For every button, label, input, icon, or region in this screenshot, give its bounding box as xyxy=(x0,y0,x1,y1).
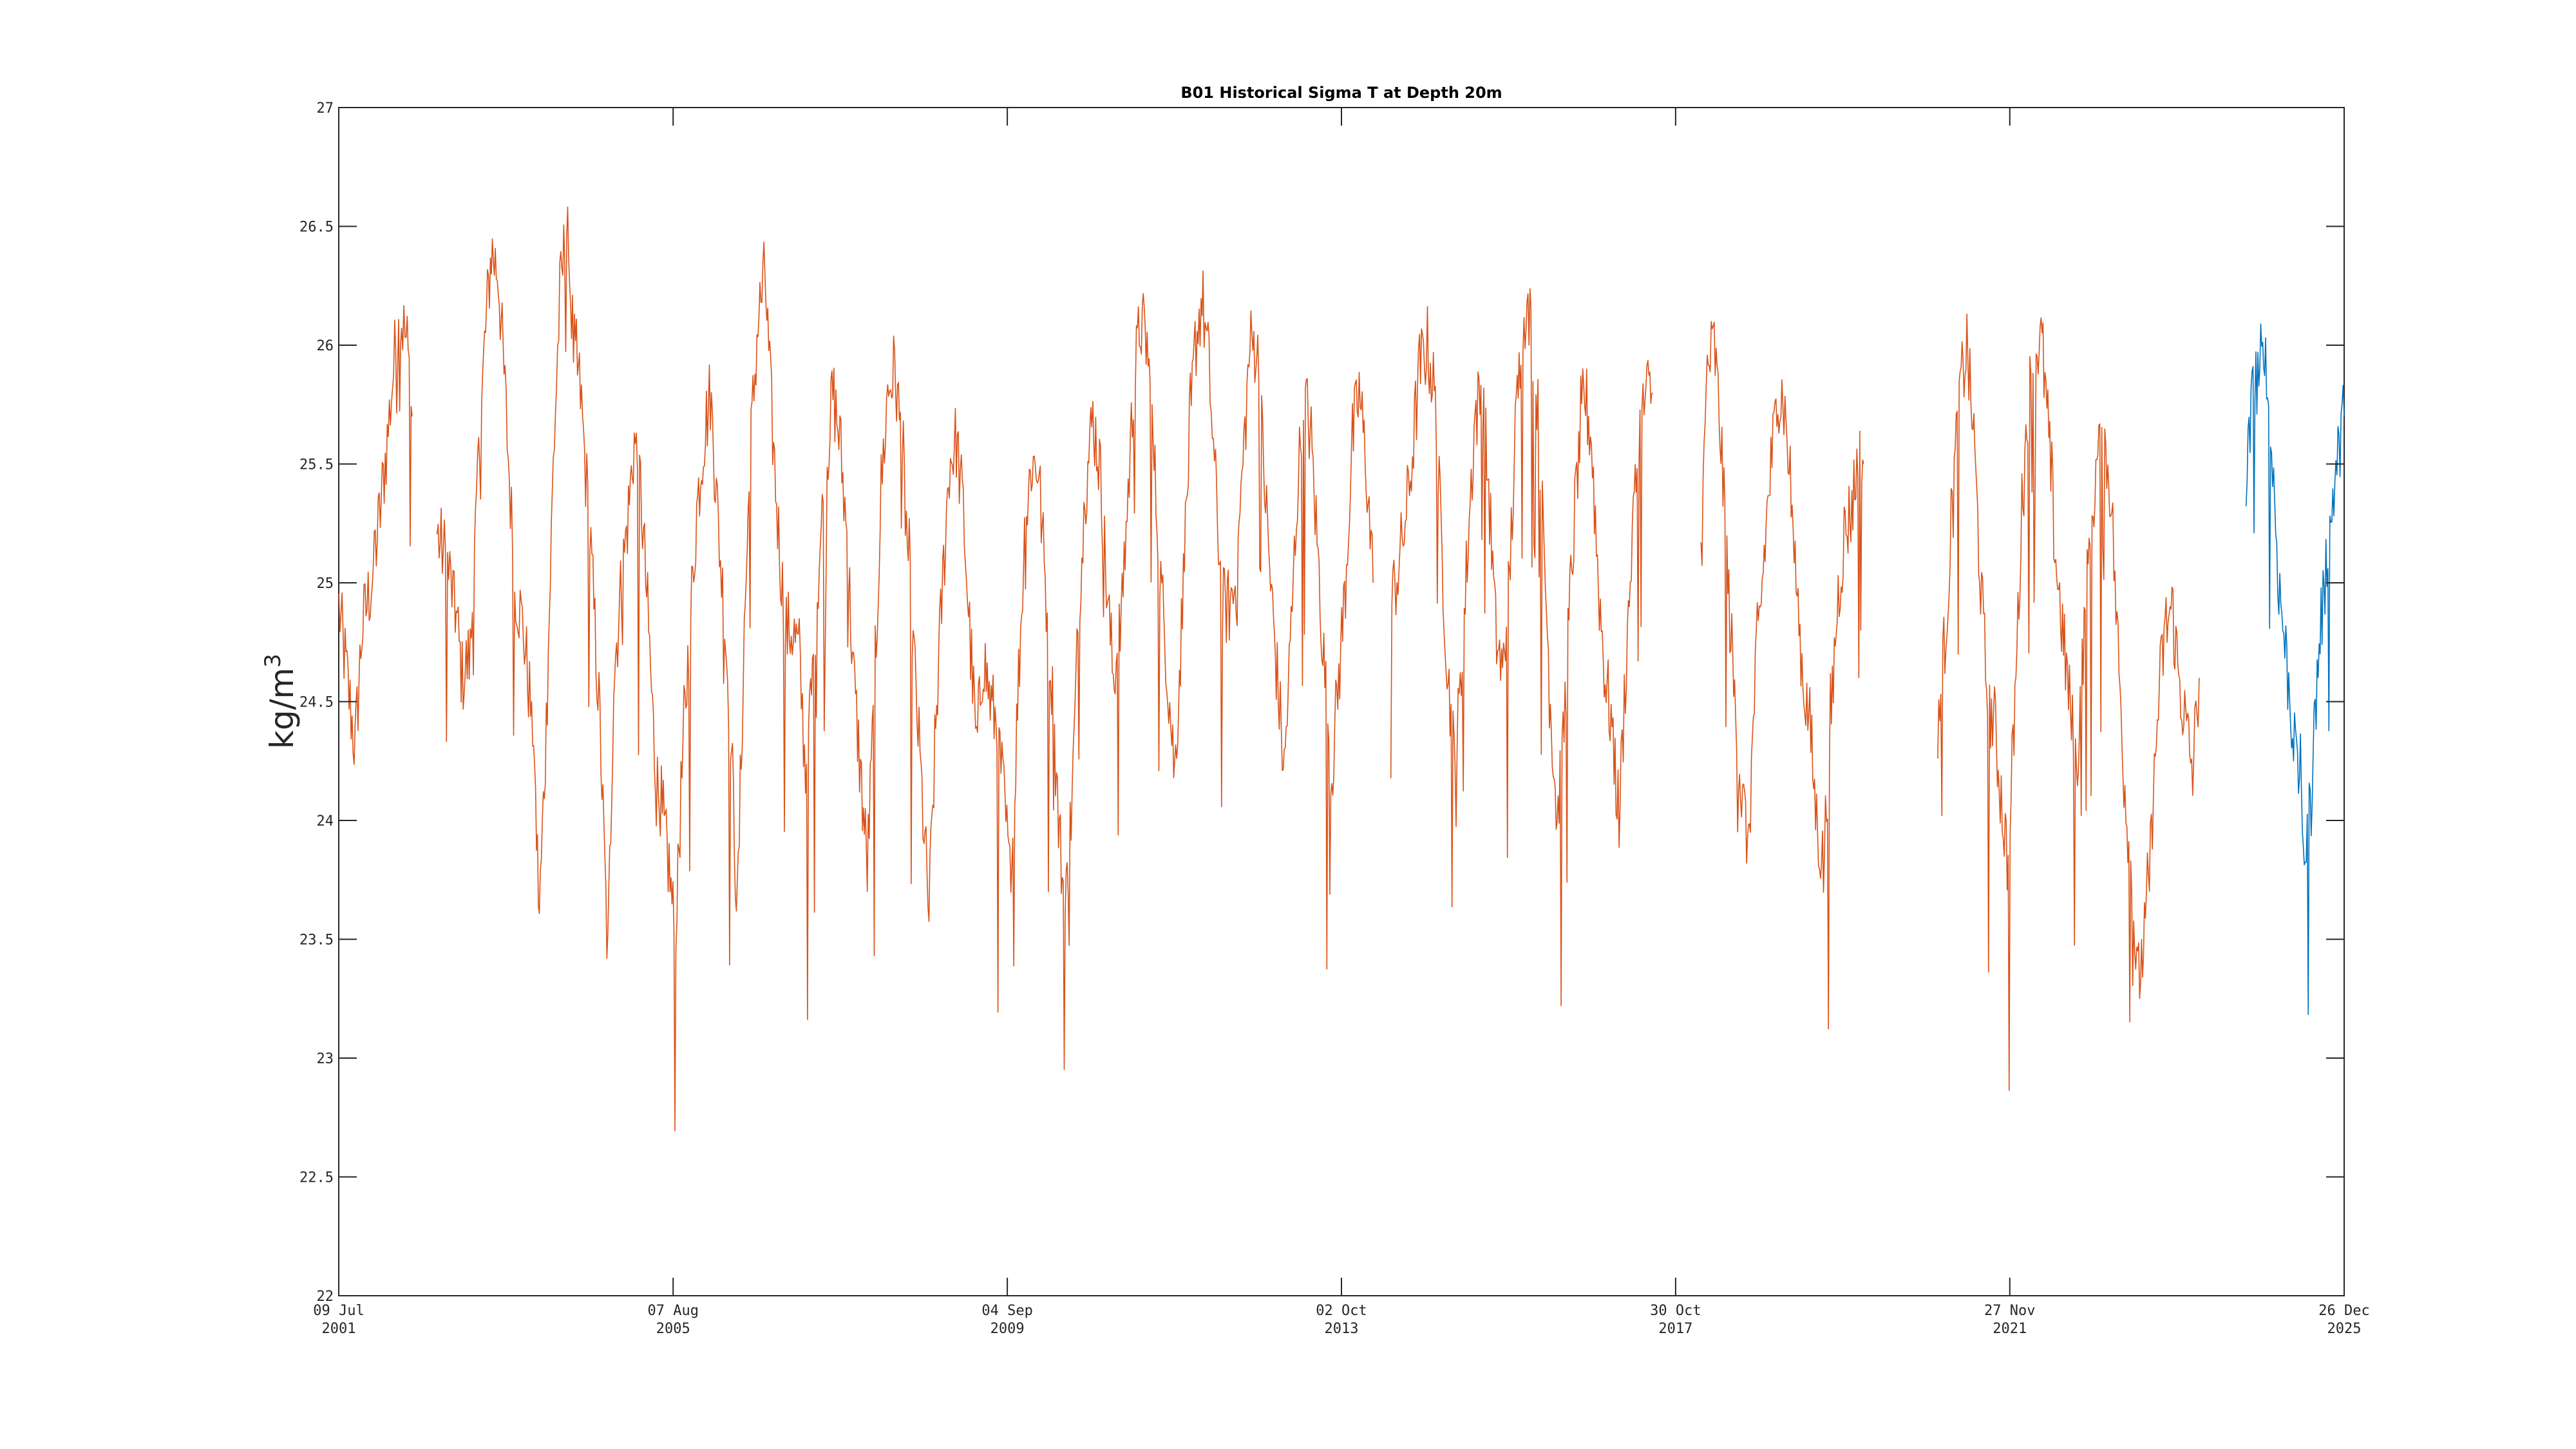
x-tick-label-day: 27 Nov xyxy=(1984,1303,2035,1319)
chart-title: B01 Historical Sigma T at Depth 20m xyxy=(1180,84,1502,102)
x-axis: 09 Jul 2001 07 Aug 2005 04 Sep 2009 02 Oct 2013… xyxy=(313,108,2370,1337)
x-tick-label-day: 09 Jul xyxy=(313,1303,364,1319)
y-tick-label: 25 xyxy=(317,576,334,592)
series-line-1 xyxy=(1390,288,1653,1007)
y-tick-label: 26.5 xyxy=(299,220,334,236)
series-line-1 xyxy=(436,206,1374,1132)
y-axis-label: kg/m3 xyxy=(260,654,301,749)
x-tick-label: 07 Aug 2005 xyxy=(647,1303,698,1337)
x-tick-label: 26 Dec 2025 xyxy=(2318,1303,2369,1337)
x-tick-label: 04 Sep 2009 xyxy=(981,1303,1032,1337)
x-tick-label-year: 2013 xyxy=(1325,1321,1359,1337)
x-tick-label-day: 02 Oct xyxy=(1316,1303,1367,1319)
y-tick-label: 27 xyxy=(317,100,334,117)
y-tick-label: 22 xyxy=(317,1289,334,1305)
y-axis-label-superscript: 3 xyxy=(260,654,286,668)
y-tick-label: 23.5 xyxy=(299,933,334,949)
y-tick-label: 26 xyxy=(317,338,334,354)
x-tick-label-day: 04 Sep xyxy=(981,1303,1032,1319)
x-tick-label: 27 Nov 2021 xyxy=(1984,1303,2035,1337)
x-tick-label: 09 Jul 2001 xyxy=(313,1303,364,1337)
y-tick-label: 24.5 xyxy=(299,695,334,711)
y-tick-label: 25.5 xyxy=(299,457,334,473)
plot-frame xyxy=(338,107,2345,1296)
x-tick-label-day: 26 Dec xyxy=(2318,1303,2369,1319)
x-tick-label-year: 2001 xyxy=(322,1321,356,1337)
x-tick-label-year: 2009 xyxy=(990,1321,1025,1337)
x-tick-label-year: 2017 xyxy=(1658,1321,1692,1337)
series-line-1 xyxy=(1700,321,1864,1030)
y-tick-label: 23 xyxy=(317,1051,334,1067)
x-tick-label-year: 2005 xyxy=(656,1321,690,1337)
x-tick-label: 30 Oct 2017 xyxy=(1650,1303,1701,1337)
x-tick-label-year: 2021 xyxy=(1993,1321,2027,1337)
y-tick-label: 24 xyxy=(317,813,334,829)
y-tick-label: 22.5 xyxy=(299,1170,334,1186)
series-line-1 xyxy=(338,305,413,765)
series-line-1 xyxy=(1937,313,2200,1091)
series-layer xyxy=(338,206,2345,1132)
x-tick-label-day: 07 Aug xyxy=(647,1303,698,1319)
x-tick-label: 02 Oct 2013 xyxy=(1316,1303,1367,1337)
x-tick-label-day: 30 Oct xyxy=(1650,1303,1701,1319)
y-axis: 22 22.5 23 23.5 24 24.5 25 25.5 26 26.5 27 xyxy=(299,100,2344,1305)
x-tick-label-year: 2025 xyxy=(2327,1321,2362,1337)
y-axis-label-unit: kg/m xyxy=(263,668,301,749)
series-line-2 xyxy=(2245,323,2345,1016)
